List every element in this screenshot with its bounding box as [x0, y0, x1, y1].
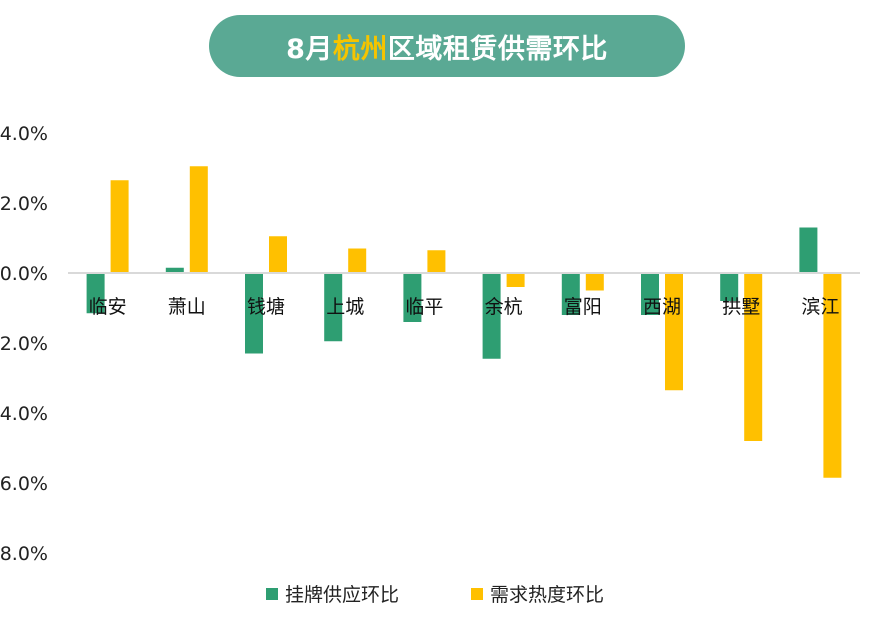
demand-bar [744, 273, 763, 441]
supply-bar [799, 227, 818, 273]
legend-swatch-supply [266, 587, 278, 600]
y-tick-label: -6.0% [0, 473, 48, 495]
y-tick-label: 2.0% [0, 193, 48, 215]
category-label: 上城 [326, 296, 364, 318]
supply-bar [482, 273, 501, 359]
legend: 挂牌供应环比 需求热度环比 [0, 580, 875, 608]
demand-bar [348, 248, 367, 273]
title-highlight: 杭州 [332, 33, 388, 65]
category-label: 临平 [405, 296, 443, 318]
category-label: 滨江 [801, 296, 839, 318]
supply-bar [561, 273, 580, 315]
category-label: 萧山 [168, 296, 206, 318]
supply-bar [720, 273, 739, 301]
supply-bar [165, 267, 184, 273]
chart-title: 8月 杭州 区域租赁供需环比 [209, 15, 685, 77]
supply-bar [86, 273, 105, 314]
supply-bar [245, 273, 263, 354]
legend-item-supply: 挂牌供应环比 [266, 580, 399, 607]
legend-item-demand: 需求热度环比 [471, 580, 604, 607]
supply-bar [403, 273, 422, 322]
category-label: 富阳 [564, 296, 602, 318]
demand-bar [110, 180, 129, 273]
title-suffix: 区域租赁供需环比 [387, 33, 608, 65]
category-label: 钱塘 [247, 296, 285, 318]
category-label: 临安 [89, 296, 127, 318]
demand-bar [585, 273, 604, 291]
demand-bar [189, 166, 208, 273]
legend-label-demand: 需求热度环比 [490, 584, 605, 606]
category-label: 拱墅 [722, 296, 760, 318]
title-prefix: 8月 [286, 33, 333, 65]
y-tick-label: -2.0% [0, 333, 48, 355]
demand-bar [506, 273, 525, 287]
y-tick-label: -4.0% [0, 403, 48, 425]
legend-label-supply: 挂牌供应环比 [285, 584, 400, 606]
y-tick-label: 4.0% [0, 123, 48, 145]
demand-bar [427, 250, 446, 273]
demand-bar [823, 273, 842, 478]
supply-bar [641, 273, 659, 315]
y-tick-label: -8.0% [0, 543, 48, 565]
y-tick-label: 0.0% [0, 263, 48, 285]
category-label: 西湖 [643, 296, 681, 318]
demand-bar [269, 236, 287, 273]
supply-bar [324, 273, 343, 342]
legend-swatch-demand [471, 587, 483, 600]
demand-bar [665, 273, 683, 391]
category-label: 余杭 [485, 296, 523, 318]
